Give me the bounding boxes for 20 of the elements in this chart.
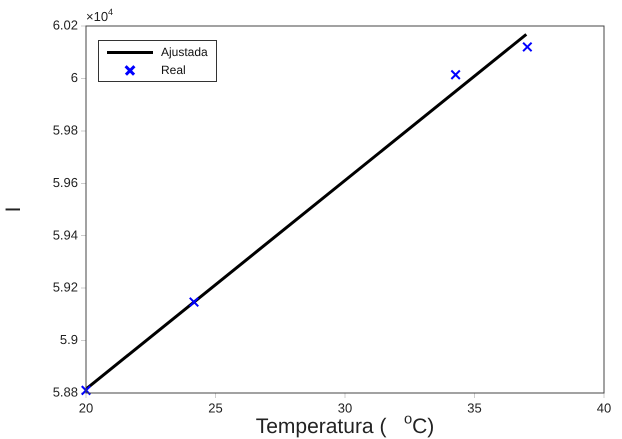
- point: [522, 42, 533, 52]
- y-tick-label: 5.96: [52, 174, 78, 190]
- point: [450, 70, 461, 80]
- point: [80, 385, 92, 396]
- y-tick-label: 5.9: [60, 332, 78, 348]
- point: [188, 296, 200, 308]
- y-tick-label: 5.92: [52, 280, 78, 295]
- legend-label: Real: [161, 62, 186, 79]
- y-axis-title: I: [2, 206, 25, 212]
- x-tick-label: 40: [596, 400, 612, 416]
- y-tick-label: 5.98: [52, 122, 78, 138]
- x-tick-label: 35: [467, 400, 482, 416]
- x-tick-label: 25: [208, 400, 223, 416]
- x-tick-label: 20: [78, 400, 94, 416]
- y-tick-label: 5.88: [52, 384, 78, 400]
- y-tick-label: 6.02: [52, 18, 78, 33]
- y-tick-label: 5.94: [52, 227, 78, 242]
- y-tick-label: 6: [70, 70, 78, 86]
- x-tick-label: 30: [338, 400, 352, 416]
- legend-label: Ajustada: [161, 44, 208, 61]
